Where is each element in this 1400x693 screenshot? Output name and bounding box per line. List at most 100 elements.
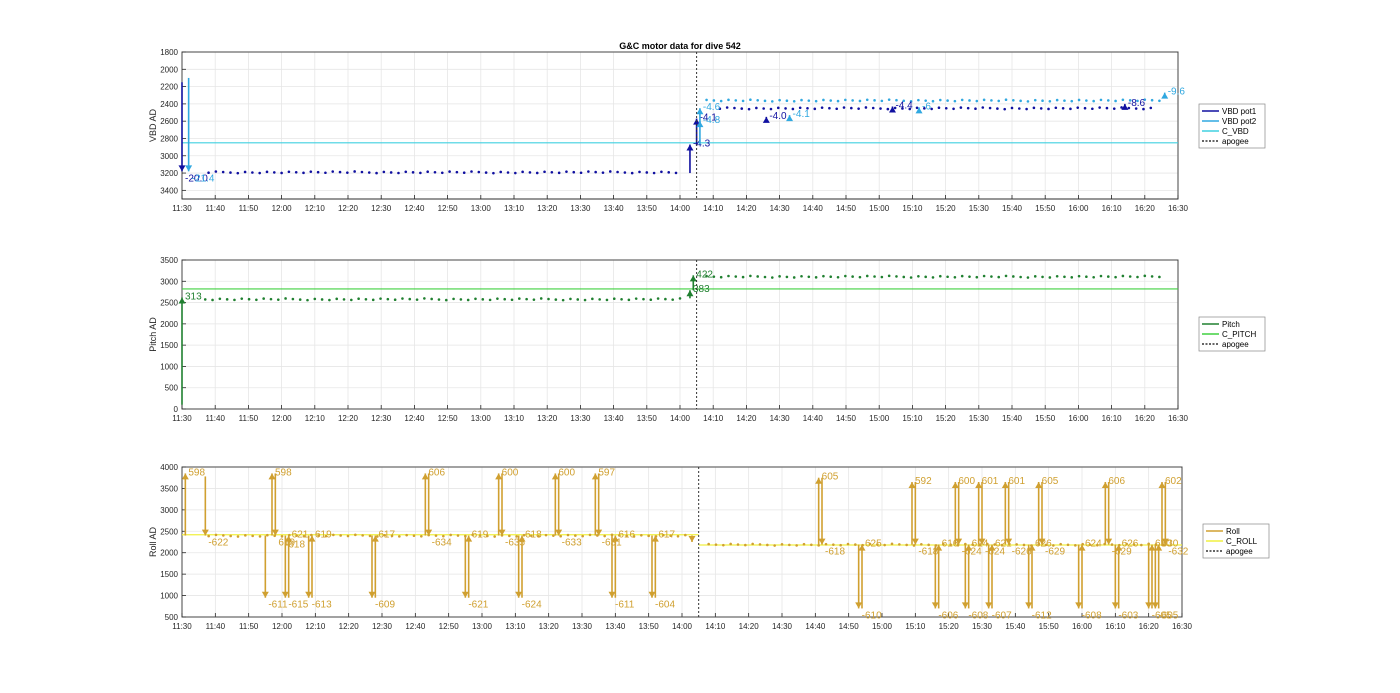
data-point: [733, 106, 736, 110]
data-point: [236, 535, 240, 538]
data-point: [836, 275, 840, 279]
data-point: [756, 275, 759, 278]
y-tick-label: 3500: [160, 256, 178, 265]
data-point: [328, 298, 331, 302]
data-point: [324, 534, 328, 538]
data-point: [291, 297, 295, 301]
data-point: [741, 275, 745, 279]
move-arrow-head: [815, 477, 823, 484]
data-point: [276, 298, 280, 301]
move-arrow-head: [1035, 482, 1043, 488]
move-label: -4.1: [793, 109, 811, 120]
data-point: [269, 297, 273, 301]
data-point: [1121, 98, 1125, 102]
x-tick-label: 15:30: [969, 204, 990, 213]
data-point: [1096, 543, 1099, 547]
data-point: [876, 543, 879, 546]
x-tick-label: 11:30: [172, 204, 192, 213]
data-point: [1083, 106, 1087, 110]
move-arrow-head: [1161, 92, 1169, 99]
data-point: [917, 98, 920, 102]
move-label: -609: [375, 600, 395, 611]
data-point: [302, 534, 306, 538]
y-tick-label: 2400: [160, 100, 178, 109]
data-point: [266, 533, 269, 537]
data-point: [525, 297, 528, 301]
data-point: [411, 171, 415, 174]
x-tick-label: 12:20: [338, 204, 359, 213]
data-point: [1150, 98, 1154, 102]
move-label: -626: [1012, 547, 1032, 558]
data-point: [1047, 107, 1050, 111]
data-point: [1158, 275, 1161, 279]
data-point: [990, 99, 993, 102]
move-label: -629: [1112, 547, 1132, 558]
data-point: [898, 543, 901, 546]
x-tick-label: 12:20: [338, 414, 359, 423]
move-arrow-head: [935, 544, 943, 551]
data-point: [727, 274, 730, 278]
x-tick-label: 15:30: [969, 414, 990, 423]
move-arrow-head: [1111, 602, 1119, 609]
x-tick-label: 14:10: [703, 204, 724, 213]
data-point: [203, 298, 207, 301]
x-tick-label: 13:20: [537, 204, 558, 213]
data-point: [346, 171, 349, 174]
move-label: -618: [285, 540, 305, 551]
data-point: [890, 542, 894, 546]
data-point: [371, 298, 375, 302]
data-point: [608, 170, 612, 173]
x-tick-label: 13:50: [637, 204, 658, 213]
data-point: [386, 297, 390, 301]
x-tick-label: 12:30: [371, 414, 392, 423]
move-label: 422: [696, 269, 713, 280]
data-point: [902, 275, 906, 279]
x-tick-label: 13:10: [505, 622, 526, 631]
move-label: 313: [185, 291, 202, 302]
move-arrow-head: [178, 297, 186, 304]
data-point: [773, 544, 776, 547]
move-label: 630: [1162, 539, 1179, 550]
x-tick-label: 11:40: [206, 622, 226, 631]
data-point: [938, 98, 942, 102]
data-point: [1004, 274, 1008, 278]
y-tick-label: 1000: [160, 592, 178, 601]
data-point: [313, 297, 317, 301]
data-point: [938, 274, 942, 278]
legend-label: C_PITCH: [1222, 330, 1256, 339]
data-point: [225, 298, 229, 301]
move-label: -608: [968, 610, 988, 621]
y-tick-label: 2000: [160, 549, 178, 558]
data-point: [342, 298, 346, 301]
data-point: [829, 99, 833, 102]
data-point: [579, 171, 583, 175]
data-point: [901, 107, 904, 110]
data-point: [576, 298, 580, 301]
legend-label: apogee: [1226, 547, 1253, 556]
x-tick-label: 12:50: [439, 622, 460, 631]
move-arrow-head: [591, 473, 599, 480]
data-point: [1085, 99, 1088, 102]
data-point: [601, 171, 605, 174]
data-point: [923, 107, 926, 110]
data-point: [953, 276, 957, 279]
data-point: [719, 275, 723, 279]
data-point: [719, 99, 723, 103]
x-tick-label: 16:10: [1105, 622, 1126, 631]
data-point: [788, 543, 791, 547]
data-point: [426, 170, 429, 173]
data-point: [360, 170, 364, 174]
data-point: [338, 170, 342, 174]
data-point: [493, 535, 496, 538]
data-point: [368, 534, 372, 538]
data-point: [492, 171, 495, 175]
x-tick-label: 13:00: [472, 622, 493, 631]
x-tick-label: 13:50: [637, 414, 658, 423]
move-arrow-head: [931, 602, 939, 609]
data-point: [456, 534, 460, 537]
data-point: [539, 297, 543, 300]
x-tick-label: 13:40: [604, 204, 625, 213]
data-point: [660, 170, 663, 174]
data-point: [676, 534, 680, 538]
